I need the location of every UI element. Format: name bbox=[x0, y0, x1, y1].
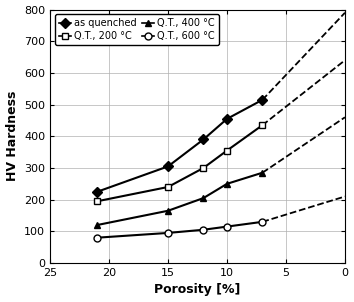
Legend: as quenched, Q.T., 200 °C, Q.T., 400 °C, Q.T., 600 °C: as quenched, Q.T., 200 °C, Q.T., 400 °C,… bbox=[55, 14, 219, 45]
Y-axis label: HV Hardness: HV Hardness bbox=[6, 91, 18, 182]
X-axis label: Porosity [%]: Porosity [%] bbox=[154, 284, 241, 297]
